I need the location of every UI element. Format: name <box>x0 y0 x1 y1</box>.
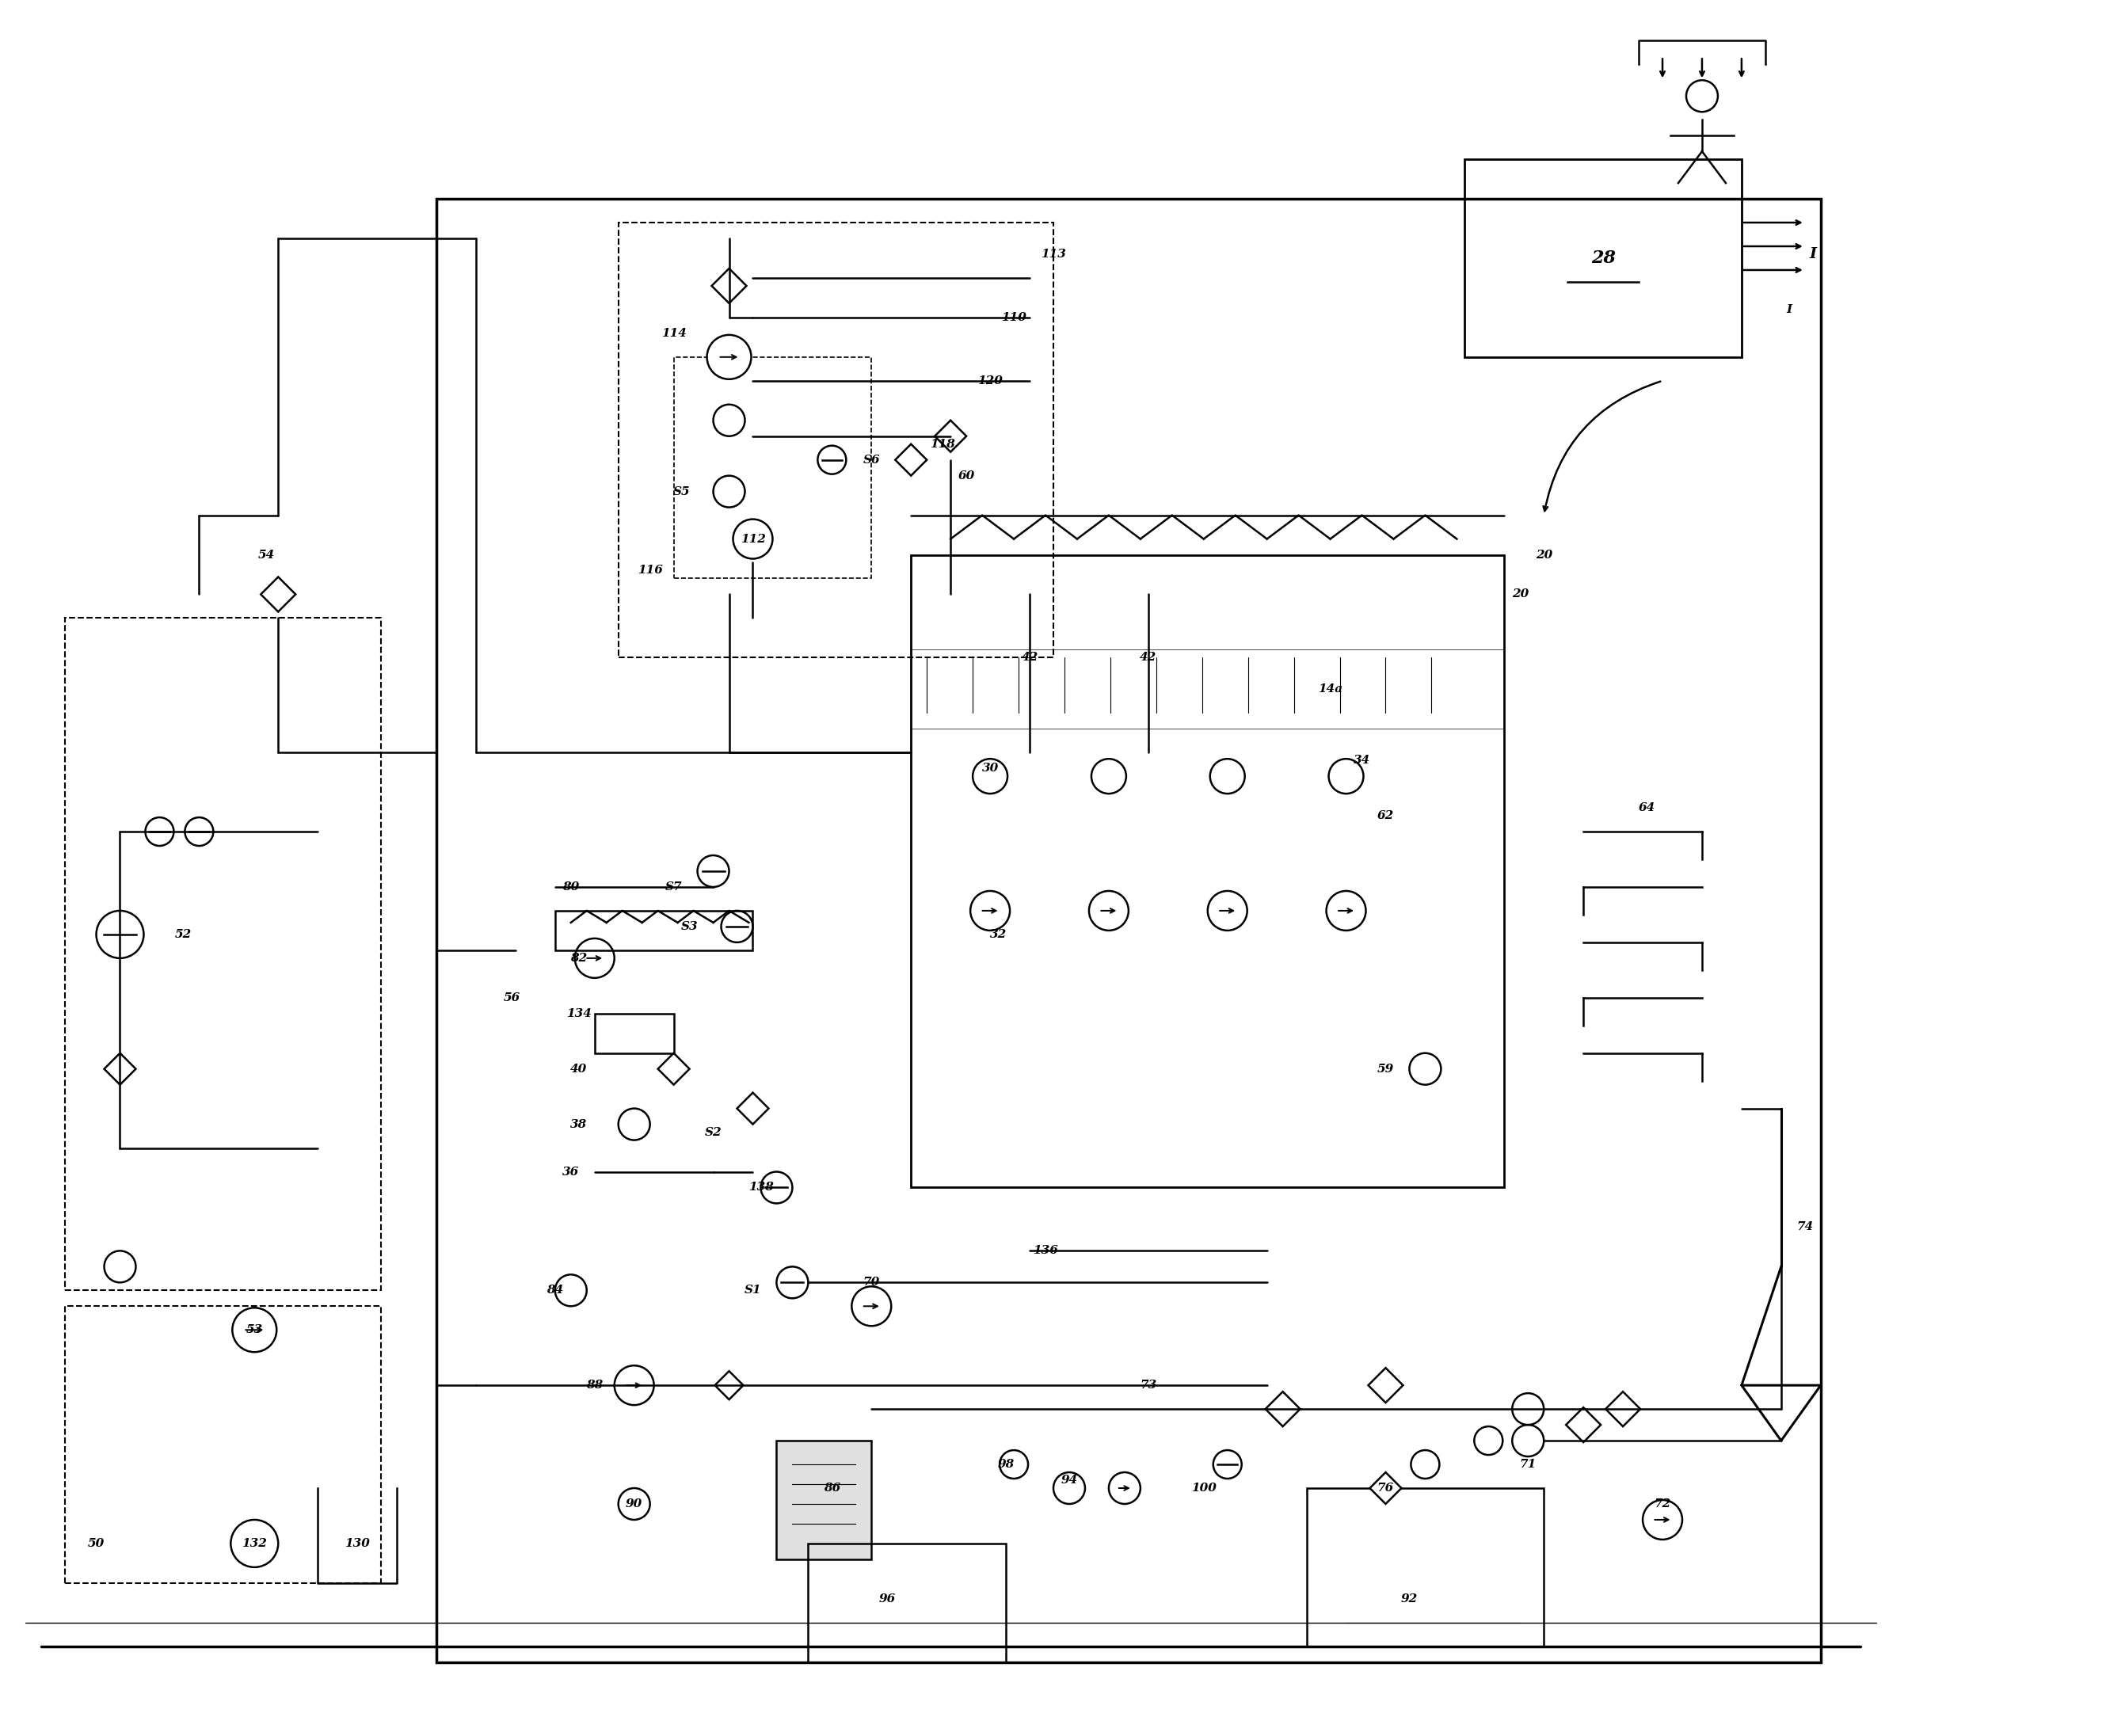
Text: 134: 134 <box>567 1009 592 1019</box>
Text: 82: 82 <box>571 953 588 963</box>
Text: 80: 80 <box>562 882 579 892</box>
Polygon shape <box>1266 1392 1299 1427</box>
Text: 136: 136 <box>1032 1245 1057 1257</box>
Text: S3: S3 <box>680 922 697 932</box>
Circle shape <box>1108 1472 1141 1503</box>
Bar <box>674 358 872 578</box>
Text: 84: 84 <box>548 1285 564 1295</box>
Circle shape <box>971 891 1011 930</box>
Bar <box>594 1014 674 1054</box>
Circle shape <box>1643 1500 1683 1540</box>
Text: 114: 114 <box>661 328 687 339</box>
Text: 138: 138 <box>748 1182 773 1193</box>
Text: 42: 42 <box>1139 653 1156 663</box>
Text: S5: S5 <box>674 486 691 496</box>
Text: 62: 62 <box>1377 811 1394 821</box>
Text: 28: 28 <box>1590 250 1615 267</box>
Text: 88: 88 <box>585 1380 602 1391</box>
Bar <box>436 200 1822 1661</box>
Text: 120: 120 <box>977 375 1002 387</box>
Polygon shape <box>1369 1368 1403 1403</box>
Circle shape <box>1327 891 1367 930</box>
Text: 74: 74 <box>1796 1222 1813 1233</box>
Circle shape <box>1207 891 1247 930</box>
Text: 32: 32 <box>990 929 1007 939</box>
Polygon shape <box>935 420 967 451</box>
Text: S2: S2 <box>706 1127 722 1137</box>
Text: 76: 76 <box>1377 1483 1394 1493</box>
Polygon shape <box>712 269 746 304</box>
Text: 20: 20 <box>1512 589 1529 601</box>
Text: 56: 56 <box>503 993 520 1003</box>
Polygon shape <box>103 1054 135 1085</box>
Text: I: I <box>1786 304 1792 316</box>
Text: 98: 98 <box>998 1458 1015 1470</box>
Text: 34: 34 <box>1354 755 1371 766</box>
Text: 112: 112 <box>739 533 764 545</box>
Text: 70: 70 <box>863 1278 880 1288</box>
Text: S7: S7 <box>665 882 682 892</box>
Bar <box>556 911 752 950</box>
Text: 71: 71 <box>1521 1458 1537 1470</box>
Circle shape <box>708 335 752 378</box>
Text: 113: 113 <box>1040 248 1066 260</box>
Circle shape <box>1089 891 1129 930</box>
Text: 86: 86 <box>823 1483 840 1493</box>
Bar <box>1306 1488 1544 1646</box>
Polygon shape <box>657 1054 689 1085</box>
Text: 30: 30 <box>981 762 998 774</box>
Bar <box>65 618 381 1290</box>
Text: 50: 50 <box>88 1538 105 1549</box>
Text: 94: 94 <box>1061 1474 1078 1486</box>
Bar <box>619 222 1053 658</box>
Circle shape <box>232 1307 276 1352</box>
Bar <box>912 649 1504 729</box>
Polygon shape <box>1369 1472 1400 1503</box>
Circle shape <box>851 1286 891 1326</box>
Text: 90: 90 <box>625 1498 642 1510</box>
Bar <box>1466 160 1742 358</box>
Text: 130: 130 <box>345 1538 371 1549</box>
Polygon shape <box>1605 1392 1641 1427</box>
Text: 64: 64 <box>1638 802 1655 814</box>
Polygon shape <box>895 444 927 476</box>
Text: 52: 52 <box>175 929 192 939</box>
Text: 72: 72 <box>1653 1498 1670 1510</box>
Text: 110: 110 <box>1000 312 1026 323</box>
Text: 54: 54 <box>257 549 274 561</box>
Polygon shape <box>714 1371 743 1399</box>
Bar <box>912 556 1504 1187</box>
Text: 96: 96 <box>878 1594 895 1604</box>
Text: 116: 116 <box>638 564 663 576</box>
Polygon shape <box>261 576 295 611</box>
Bar <box>65 1305 381 1583</box>
Text: 14a: 14a <box>1318 684 1344 694</box>
Text: 100: 100 <box>1192 1483 1217 1493</box>
Text: 20: 20 <box>1535 549 1552 561</box>
Text: I: I <box>1809 247 1815 262</box>
Text: 118: 118 <box>931 439 956 450</box>
Circle shape <box>615 1366 655 1404</box>
Text: 36: 36 <box>562 1167 579 1177</box>
Circle shape <box>575 939 615 977</box>
Text: 59: 59 <box>1377 1064 1394 1075</box>
Polygon shape <box>737 1092 769 1125</box>
Text: 40: 40 <box>571 1064 588 1075</box>
Text: 73: 73 <box>1139 1380 1156 1391</box>
Bar <box>809 1543 1007 1661</box>
Bar <box>777 1441 872 1559</box>
Text: 38: 38 <box>571 1118 588 1130</box>
Text: S6: S6 <box>863 455 880 465</box>
Text: 92: 92 <box>1400 1594 1417 1604</box>
Polygon shape <box>1567 1408 1601 1443</box>
Text: 42: 42 <box>1021 653 1038 663</box>
Text: 132: 132 <box>242 1538 267 1549</box>
Text: 60: 60 <box>958 470 975 481</box>
Text: 53: 53 <box>246 1325 263 1335</box>
Text: S1: S1 <box>743 1285 762 1295</box>
